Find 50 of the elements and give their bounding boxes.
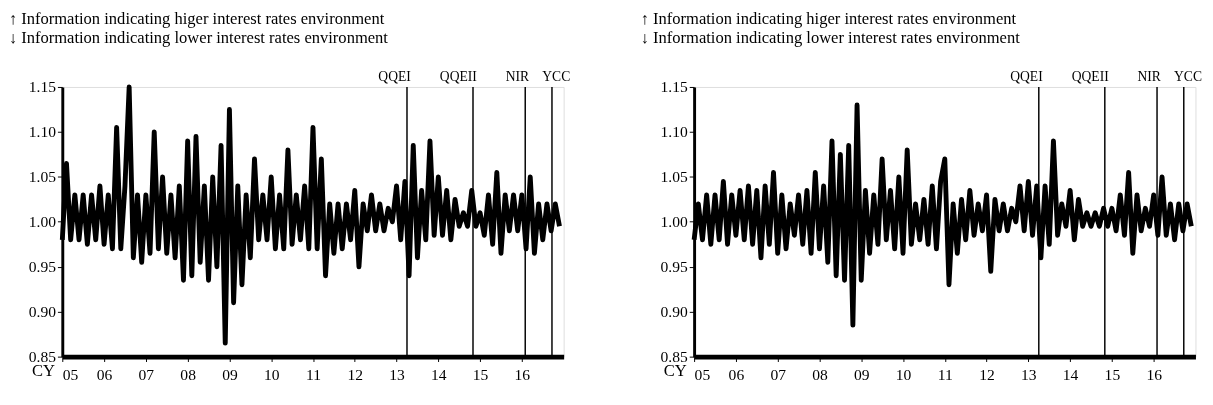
ref-line-label: QQEII	[439, 69, 478, 85]
x-tick-label: 15	[472, 366, 489, 384]
y-tick-label: 1.15	[28, 78, 57, 96]
x-tick-label: 14	[1062, 366, 1079, 384]
x-tick-label: 07	[770, 366, 787, 384]
y-tick-label: 1.00	[660, 213, 689, 231]
ref-line-label: QQEI	[1010, 69, 1044, 85]
y-tick-label: 0.95	[660, 258, 689, 276]
y-tick-label: 1.05	[660, 168, 689, 186]
y-tick-label: 0.90	[660, 303, 689, 321]
y-tick-label: 0.95	[28, 258, 57, 276]
y-tick-label: 0.85	[28, 348, 57, 365]
x-tick-label: 12	[979, 366, 995, 384]
x-tick-label: 08	[812, 366, 828, 384]
x-tick-label: 11	[305, 366, 321, 384]
ref-line-label: YCC	[1174, 69, 1203, 85]
y-tick-label: 1.10	[28, 123, 57, 141]
ref-line-label: QQEI	[378, 69, 412, 85]
chart-subtitle: ↓ Information indicating lower interest rates environment	[8, 28, 389, 48]
x-tick-label: 10	[895, 366, 912, 384]
x-tick-label: 14	[431, 366, 447, 384]
x-tick-label: 09	[222, 366, 238, 384]
x-tick-label: 16	[514, 366, 531, 384]
x-tick-label: 15	[1104, 366, 1121, 384]
x-tick-label: 13	[389, 366, 406, 384]
y-tick-label: 1.05	[28, 168, 57, 186]
chart-subtitle: ↓ Information indicating lower interest rates environment	[640, 28, 1021, 48]
ref-line-label: NIR	[505, 69, 531, 85]
ref-line-label: YCC	[542, 69, 571, 85]
x-tick-label: 07	[138, 366, 155, 384]
x-tick-label: 09	[853, 366, 870, 384]
x-tick-label: 13	[1021, 366, 1037, 384]
x-tick-label: 16	[1146, 366, 1163, 384]
x-tick-label: 05	[694, 366, 711, 384]
y-tick-label: 1.00	[28, 213, 57, 231]
y-tick-label: 1.15	[660, 78, 689, 96]
chart-title: ↑ Information indicating higer interest rates environment	[8, 8, 385, 28]
y-tick-label: 0.90	[28, 303, 57, 321]
chart-title: ↑ Information indicating higer interest rates environment	[640, 8, 1017, 28]
x-tick-label: 06	[728, 366, 745, 384]
x-tick-label: 06	[96, 366, 113, 384]
x-tick-label: 12	[347, 366, 364, 384]
y-tick-label: 0.85	[660, 348, 689, 365]
ref-line-label: NIR	[1137, 69, 1162, 85]
x-tick-label: 11	[937, 366, 953, 384]
x-tick-label: 10	[263, 366, 280, 384]
x-tick-label: 08	[180, 366, 197, 384]
x-tick-label: 05	[62, 366, 79, 384]
ref-line-label: QQEII	[1071, 69, 1110, 85]
y-tick-label: 1.10	[660, 123, 689, 141]
